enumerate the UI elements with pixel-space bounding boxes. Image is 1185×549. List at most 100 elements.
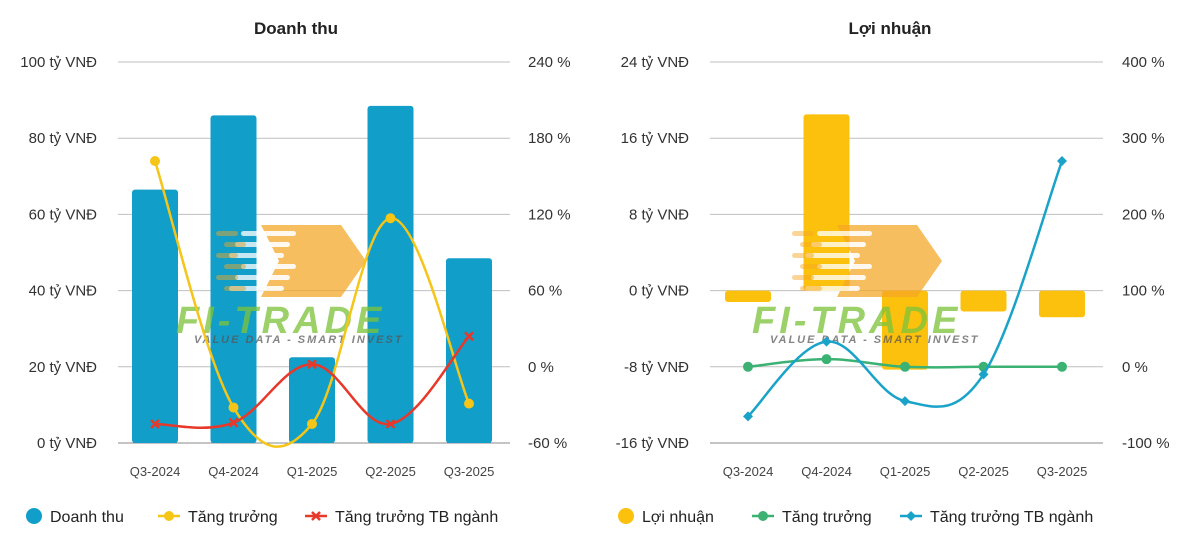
revenue-chart: Doanh thu 0 tỷ VNĐ 20 tỷ VNĐ 40 tỷ VNĐ 60 tỷ… — [20, 19, 570, 526]
legend-label: Lợi nhuận — [642, 509, 714, 526]
right-axis-tick-label: 0 % — [1122, 359, 1148, 376]
watermark-streak — [229, 253, 284, 258]
left-axis-tick-label: 100 tỷ VNĐ — [20, 54, 97, 71]
line-point — [900, 361, 910, 372]
right-axis-tick-label: 60 % — [528, 283, 562, 300]
profit-chart: Lợi nhuận -16 tỷ VNĐ -8 tỷ VNĐ 0 tỷ VNĐ 8 tỷ… — [616, 19, 1170, 526]
line-point — [150, 156, 160, 167]
line-point — [821, 354, 832, 365]
x-axis-tick-label: Q2-2025 — [958, 464, 1009, 479]
left-axis-tick-label: 16 tỷ VNĐ — [621, 130, 690, 147]
left-axis-tick-label: 0 tỷ VNĐ — [37, 435, 97, 452]
right-axis-tick-label: 300 % — [1122, 130, 1165, 147]
watermark-streak — [235, 275, 290, 280]
line-point — [743, 361, 753, 372]
legend-marker — [618, 508, 634, 524]
watermark-streak — [224, 286, 246, 291]
bar-doanh-thu — [446, 258, 492, 443]
watermark-streak — [805, 286, 860, 291]
line-point — [464, 398, 474, 409]
watermark-streak — [817, 264, 872, 269]
right-axis-tick-label: -100 % — [1122, 435, 1170, 452]
x-axis-tick-label: Q3-2025 — [1037, 464, 1088, 479]
chart-title: Lợi nhuận — [849, 19, 932, 38]
legend-marker — [311, 511, 321, 521]
legend-marker — [164, 511, 174, 521]
line-point — [1057, 361, 1067, 372]
bar-doanh-thu — [367, 105, 414, 443]
bar-lợi-nhuận — [882, 290, 928, 370]
watermark-streak — [811, 275, 866, 280]
legend: Lợi nhuận Tăng trưởng Tăng trưởng TB ngành — [618, 508, 1093, 526]
watermark-streak — [229, 286, 284, 291]
left-axis-tick-label: 80 tỷ VNĐ — [29, 130, 98, 147]
line-point — [978, 369, 989, 380]
bar-lợi-nhuận — [960, 290, 1007, 312]
x-axis-tick-label: Q3-2025 — [444, 464, 495, 479]
watermark-streak — [792, 253, 814, 258]
watermark-streak — [792, 231, 814, 236]
legend-label: Tăng trưởng TB ngành — [930, 509, 1093, 526]
watermark-streak — [224, 264, 246, 269]
line-point — [385, 419, 396, 429]
watermark-tagline: VALUE DATA - SMART INVEST — [194, 334, 404, 346]
left-axis-tick-label: -16 tỷ VNĐ — [616, 435, 690, 452]
bar-doanh-thu — [210, 115, 257, 443]
watermark-streak — [800, 286, 822, 291]
watermark-streak — [235, 242, 290, 247]
x-axis-tick-label: Q2-2025 — [365, 464, 416, 479]
line-series — [154, 335, 470, 429]
right-axis-tick-label: 0 % — [528, 359, 554, 376]
x-axis-tick-label: Q1-2025 — [287, 464, 338, 479]
watermark-streak — [216, 231, 238, 236]
left-axis-tick-label: 40 tỷ VNĐ — [29, 283, 98, 300]
x-axis-tick-label: Q3-2024 — [723, 464, 774, 479]
left-axis-tick-label: 60 tỷ VNĐ — [29, 206, 98, 223]
line-point — [307, 359, 317, 370]
watermark-streak — [800, 264, 822, 269]
watermark-tagline: VALUE DATA - SMART INVEST — [770, 334, 980, 346]
legend-label: Tăng trưởng TB ngành — [335, 509, 498, 526]
line-point — [900, 396, 910, 407]
legend-label: Tăng trưởng — [188, 509, 278, 526]
x-axis-tick-label: Q4-2024 — [208, 464, 259, 479]
chart-title: Doanh thu — [254, 19, 338, 38]
watermark-streak — [216, 253, 238, 258]
watermark-streak — [792, 275, 814, 280]
right-axis-tick-label: 120 % — [528, 206, 571, 223]
legend-marker — [26, 508, 42, 524]
bar-doanh-thu — [289, 357, 335, 443]
watermark-brand: FI-TRADE — [752, 300, 961, 342]
line-point — [228, 402, 239, 413]
legend-label: Tăng trưởng — [782, 509, 872, 526]
line-point — [821, 336, 832, 347]
line-point — [743, 411, 753, 422]
left-axis-tick-label: 20 tỷ VNĐ — [29, 359, 98, 376]
x-axis-tick-label: Q1-2025 — [880, 464, 931, 479]
x-axis-tick-label: Q3-2024 — [130, 464, 181, 479]
bar-lợi-nhuận — [1039, 290, 1085, 318]
legend-label: Doanh thu — [50, 509, 124, 526]
right-axis-tick-label: -60 % — [528, 435, 567, 452]
line-point — [1057, 156, 1067, 167]
left-axis-tick-label: 24 tỷ VNĐ — [621, 54, 690, 71]
watermark-streak — [241, 231, 296, 236]
line-point — [150, 419, 160, 429]
watermark-streak — [805, 253, 860, 258]
watermark-streak — [811, 242, 866, 247]
bar-doanh-thu — [132, 189, 178, 443]
legend: Doanh thu Tăng trưởng Tăng trưởng TB ngành — [26, 508, 498, 526]
right-axis-tick-label: 100 % — [1122, 283, 1165, 300]
watermark-streak — [224, 242, 246, 247]
legend-marker — [758, 511, 768, 521]
left-axis-tick-label: 0 tỷ VNĐ — [629, 283, 689, 300]
left-axis-tick-label: 8 tỷ VNĐ — [629, 206, 689, 223]
watermark-streak — [817, 231, 872, 236]
line-point — [464, 331, 474, 342]
right-axis-tick-label: 180 % — [528, 130, 571, 147]
watermark-streak — [800, 242, 822, 247]
line-point — [228, 417, 239, 428]
